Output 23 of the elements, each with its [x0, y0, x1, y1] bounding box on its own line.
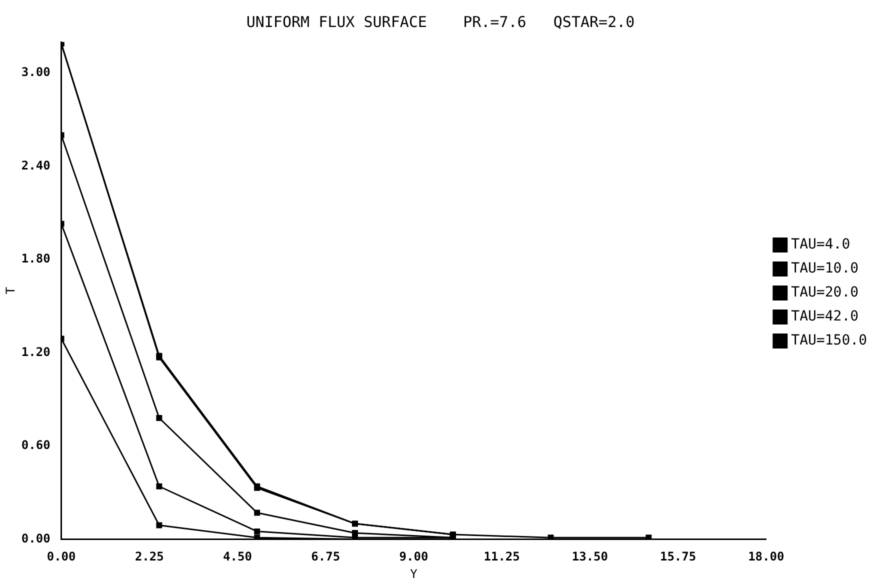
x-tick-label: 2.25	[134, 550, 164, 564]
y-tick-label: 0.60	[21, 438, 50, 452]
x-tick-label: 0.00	[46, 550, 76, 564]
legend-label: TAU=20.0	[791, 284, 859, 301]
legend-label: TAU=10.0	[791, 260, 859, 277]
y-tick-label: 3.00	[21, 65, 50, 80]
y-tick-label: 1.80	[21, 252, 50, 266]
legend-label: TAU=42.0	[791, 308, 859, 325]
legend-label: TAU=150.0	[791, 332, 867, 349]
x-axis-title: Y	[410, 566, 418, 581]
x-tick-label: 9.00	[399, 550, 428, 564]
chart-title: UNIFORM FLUX SURFACE PR.=7.6 QSTAR=2.0	[246, 12, 635, 31]
x-tick-label: 18.00	[748, 550, 784, 564]
x-tick-label: 4.50	[223, 550, 252, 564]
x-tick-label: 13.50	[572, 550, 608, 564]
y-axis-title: T	[3, 286, 18, 294]
legend-label: TAU=4.0	[791, 236, 850, 253]
x-tick-label: 6.75	[311, 550, 340, 564]
x-tick-label: 15.75	[660, 550, 696, 564]
y-tick-label: 1.20	[21, 344, 50, 359]
y-tick-label: 0.00	[21, 531, 50, 546]
y-tick-label: 2.40	[21, 158, 50, 172]
x-tick-label: 11.25	[484, 550, 520, 564]
